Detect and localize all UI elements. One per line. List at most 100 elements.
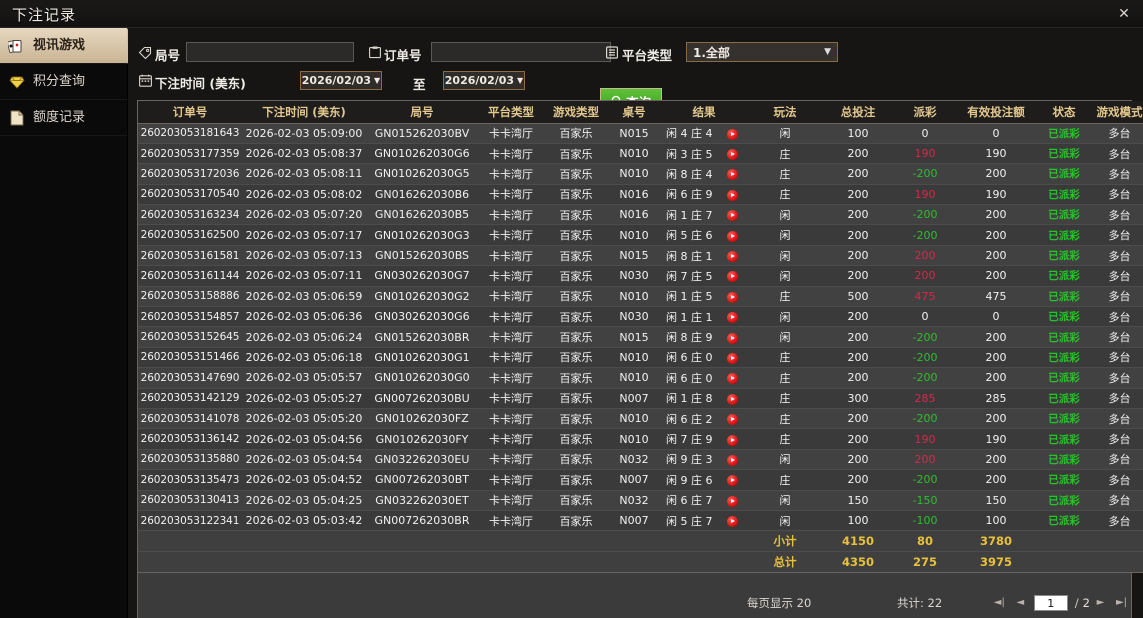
cell-table-no: N007 [608,388,660,409]
play-button-icon[interactable] [726,454,738,466]
table-row[interactable]: 260203053130413 2026-02-03 05:04:25 GN0322… [138,490,1143,511]
table-row[interactable]: 260203053172036 2026-02-03 05:08:11 GN0102… [138,163,1143,185]
table-body: 260203053181643 2026-02-03 05:09:00 GN0152… [138,123,1143,574]
result-text: 闲 3 庄 5 [666,147,713,161]
table-row[interactable]: 260203053122341 2026-02-03 05:03:42 GN0072… [138,510,1143,532]
cell-game-mode: 多台 [1092,490,1143,511]
table-row[interactable]: 260203053162500 2026-02-03 05:07:17 GN0102… [138,224,1143,246]
next-page-icon[interactable]: ► [1096,597,1105,608]
col-total-stake[interactable]: 总投注 [822,101,894,124]
table-row[interactable]: 260203053136142 2026-02-03 05:04:56 GN0102… [138,428,1143,450]
close-icon[interactable]: ✕ [1118,6,1130,22]
page-title: 下注记录 [12,6,77,24]
cell-payout: -200 [894,163,956,185]
cell-status: 已派彩 [1036,449,1092,471]
cell-total-stake: 200 [822,408,894,430]
play-button-icon[interactable] [726,189,738,201]
table-row[interactable]: 260203053135473 2026-02-03 05:04:52 GN0072… [138,469,1143,491]
order-number-input[interactable] [431,42,611,62]
play-button-icon[interactable] [726,128,738,140]
cell-status: 已派彩 [1036,388,1092,409]
play-button-icon[interactable] [726,312,738,324]
col-valid-stake[interactable]: 有效投注额 [956,101,1036,124]
play-button-icon[interactable] [726,251,738,263]
date-to-picker[interactable]: 2026/02/03 ▼ [443,71,525,90]
status-badge: 已派彩 [1048,209,1080,222]
col-table-no[interactable]: 桌号 [608,101,660,124]
col-result[interactable]: 结果 [660,101,748,124]
col-round-no[interactable]: 局号 [366,101,478,124]
play-button-icon[interactable] [726,475,738,487]
cell-result: 闲 7 庄 9 [660,428,748,450]
cell-bet-time: 2026-02-03 05:08:37 [242,143,366,165]
table-row[interactable]: 260203053147690 2026-02-03 05:05:57 GN0102… [138,367,1143,389]
result-text: 闲 9 庄 6 [666,473,713,487]
cell-payout: -200 [894,367,956,389]
cell-platform: 卡卡湾厅 [478,123,544,144]
play-button-icon[interactable] [726,373,738,385]
table-row[interactable]: 260203053141078 2026-02-03 05:05:20 GN0102… [138,408,1143,430]
round-number-input[interactable] [186,42,354,62]
play-button-icon[interactable] [726,332,738,344]
prev-page-icon[interactable]: ◄ [1016,597,1025,608]
last-page-icon[interactable]: ►| [1115,597,1128,608]
cell-table-no: N016 [608,184,660,206]
col-game-mode[interactable]: 游戏模式 [1092,101,1143,124]
chevron-down-icon: ▼ [517,76,524,85]
sidebar-item-video-games[interactable]: 视讯游戏 [0,28,138,64]
cell-platform: 卡卡湾厅 [478,490,544,511]
col-payout[interactable]: 派彩 [894,101,956,124]
play-button-icon[interactable] [726,434,738,446]
cell-bet-option: 庄 [748,408,822,430]
play-button-icon[interactable] [726,210,738,222]
cell-table-no: N010 [608,143,660,165]
table-row[interactable]: 260203053181643 2026-02-03 05:09:00 GN0152… [138,123,1143,144]
col-bet-time[interactable]: 下注时间 (美东) [242,101,366,124]
cell-game-type: 百家乐 [544,326,608,348]
play-button-icon[interactable] [726,495,738,507]
col-order-no[interactable]: 订单号 [138,101,242,124]
play-button-icon[interactable] [726,393,738,405]
play-button-icon[interactable] [726,169,738,181]
cell-round-no: GN030262030G6 [366,306,478,328]
col-platform[interactable]: 平台类型 [478,101,544,124]
play-button-icon[interactable] [726,414,738,426]
cell-bet-time: 2026-02-03 05:05:27 [242,388,366,409]
first-page-icon[interactable]: ◄| [993,597,1005,608]
platform-type-select[interactable]: 1.全部 ▼ [686,42,838,62]
status-badge: 已派彩 [1048,148,1080,161]
table-row[interactable]: 260203053163234 2026-02-03 05:07:20 GN0162… [138,204,1143,226]
current-page-input[interactable]: 1 [1033,595,1068,611]
table-row[interactable]: 260203053151466 2026-02-03 05:06:18 GN0102… [138,347,1143,369]
sidebar-item-credit-records[interactable]: 额度记录 [0,100,127,136]
col-bet-option[interactable]: 玩法 [748,101,822,124]
table-row[interactable]: 260203053161581 2026-02-03 05:07:13 GN0152… [138,245,1143,267]
cell-platform: 卡卡湾厅 [478,245,544,267]
table-row[interactable]: 260203053142129 2026-02-03 05:05:27 GN0072… [138,388,1143,409]
table-row[interactable]: 260203053177359 2026-02-03 05:08:37 GN0102… [138,143,1143,165]
table-row[interactable]: 260203053161144 2026-02-03 05:07:11 GN0302… [138,265,1143,287]
sidebar-item-points-query[interactable]: 积分查询 [0,64,127,100]
play-button-icon[interactable] [726,230,738,242]
date-from-picker[interactable]: 2026/02/03 ▼ [300,71,382,90]
play-button-icon[interactable] [726,352,738,364]
play-button-icon[interactable] [726,271,738,283]
cell-order-no: 260203053141078 [138,408,242,430]
table-row[interactable]: 260203053135880 2026-02-03 05:04:54 GN0322… [138,449,1143,471]
cell-bet-time: 2026-02-03 05:06:36 [242,306,366,328]
cell-table-no: N010 [608,224,660,246]
col-game-type[interactable]: 游戏类型 [544,101,608,124]
play-button-icon[interactable] [726,149,738,161]
table-row[interactable]: 260203053158886 2026-02-03 05:06:59 GN0102… [138,286,1143,308]
result-text: 闲 8 庄 1 [666,249,713,263]
play-button-icon[interactable] [726,516,738,528]
table-row[interactable]: 260203053170540 2026-02-03 05:08:02 GN0162… [138,184,1143,206]
cell-total-stake: 200 [822,347,894,369]
col-status[interactable]: 状态 [1036,101,1092,124]
table-row[interactable]: 260203053154857 2026-02-03 05:06:36 GN0302… [138,306,1143,328]
bet-time-label: 下注时间 (美东) [155,76,246,91]
table-row[interactable]: 260203053152645 2026-02-03 05:06:24 GN0152… [138,326,1143,348]
play-button-icon[interactable] [726,291,738,303]
cell-result: 闲 9 庄 3 [660,449,748,471]
status-badge: 已派彩 [1048,515,1080,528]
